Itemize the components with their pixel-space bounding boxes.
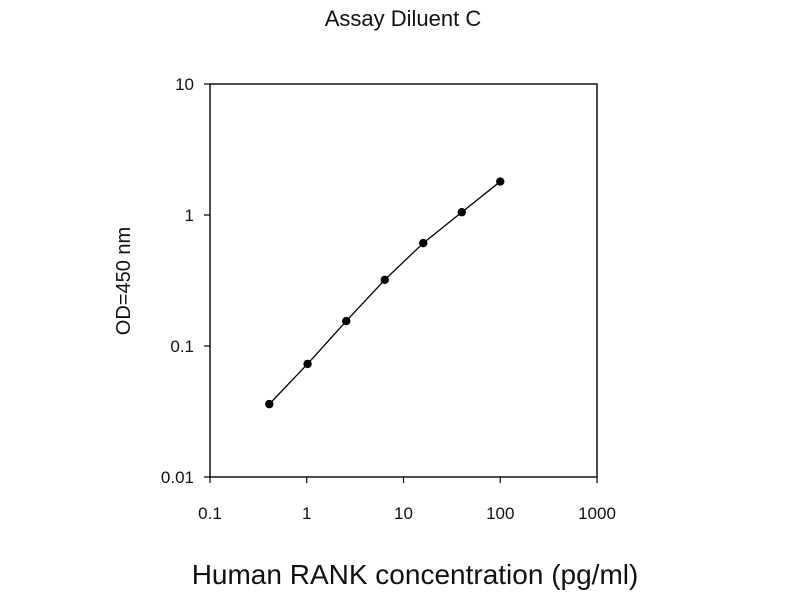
x-tick-label: 1000 bbox=[578, 504, 616, 523]
y-tick-label: 1 bbox=[185, 206, 194, 225]
y-tick-label: 0.1 bbox=[170, 337, 194, 356]
y-axis-label: OD=450 nm bbox=[113, 227, 135, 335]
chart-title: Assay Diluent C bbox=[325, 6, 482, 31]
x-tick-label: 0.1 bbox=[198, 504, 222, 523]
y-axis: 0.01 0.1 1 10 bbox=[161, 75, 210, 487]
x-axis-label: Human RANK concentration (pg/ml) bbox=[192, 559, 639, 590]
y-tick-label: 10 bbox=[175, 75, 194, 94]
data-point-2 bbox=[342, 316, 351, 326]
data-point-5 bbox=[457, 208, 466, 217]
plot-area bbox=[209, 83, 598, 478]
data-point-1 bbox=[303, 359, 312, 369]
x-axis: 0.1 1 10 100 1000 bbox=[198, 477, 616, 523]
series-points bbox=[265, 177, 505, 409]
data-point-0 bbox=[265, 399, 274, 409]
x-tick-label: 100 bbox=[486, 504, 514, 523]
data-point-6 bbox=[496, 177, 505, 186]
x-tick-label: 10 bbox=[394, 504, 413, 523]
data-point-4 bbox=[419, 238, 428, 248]
x-tick-label: 1 bbox=[302, 504, 311, 523]
data-point-3 bbox=[380, 275, 389, 285]
series-line bbox=[268, 181, 501, 405]
y-tick-label: 0.01 bbox=[161, 468, 194, 487]
